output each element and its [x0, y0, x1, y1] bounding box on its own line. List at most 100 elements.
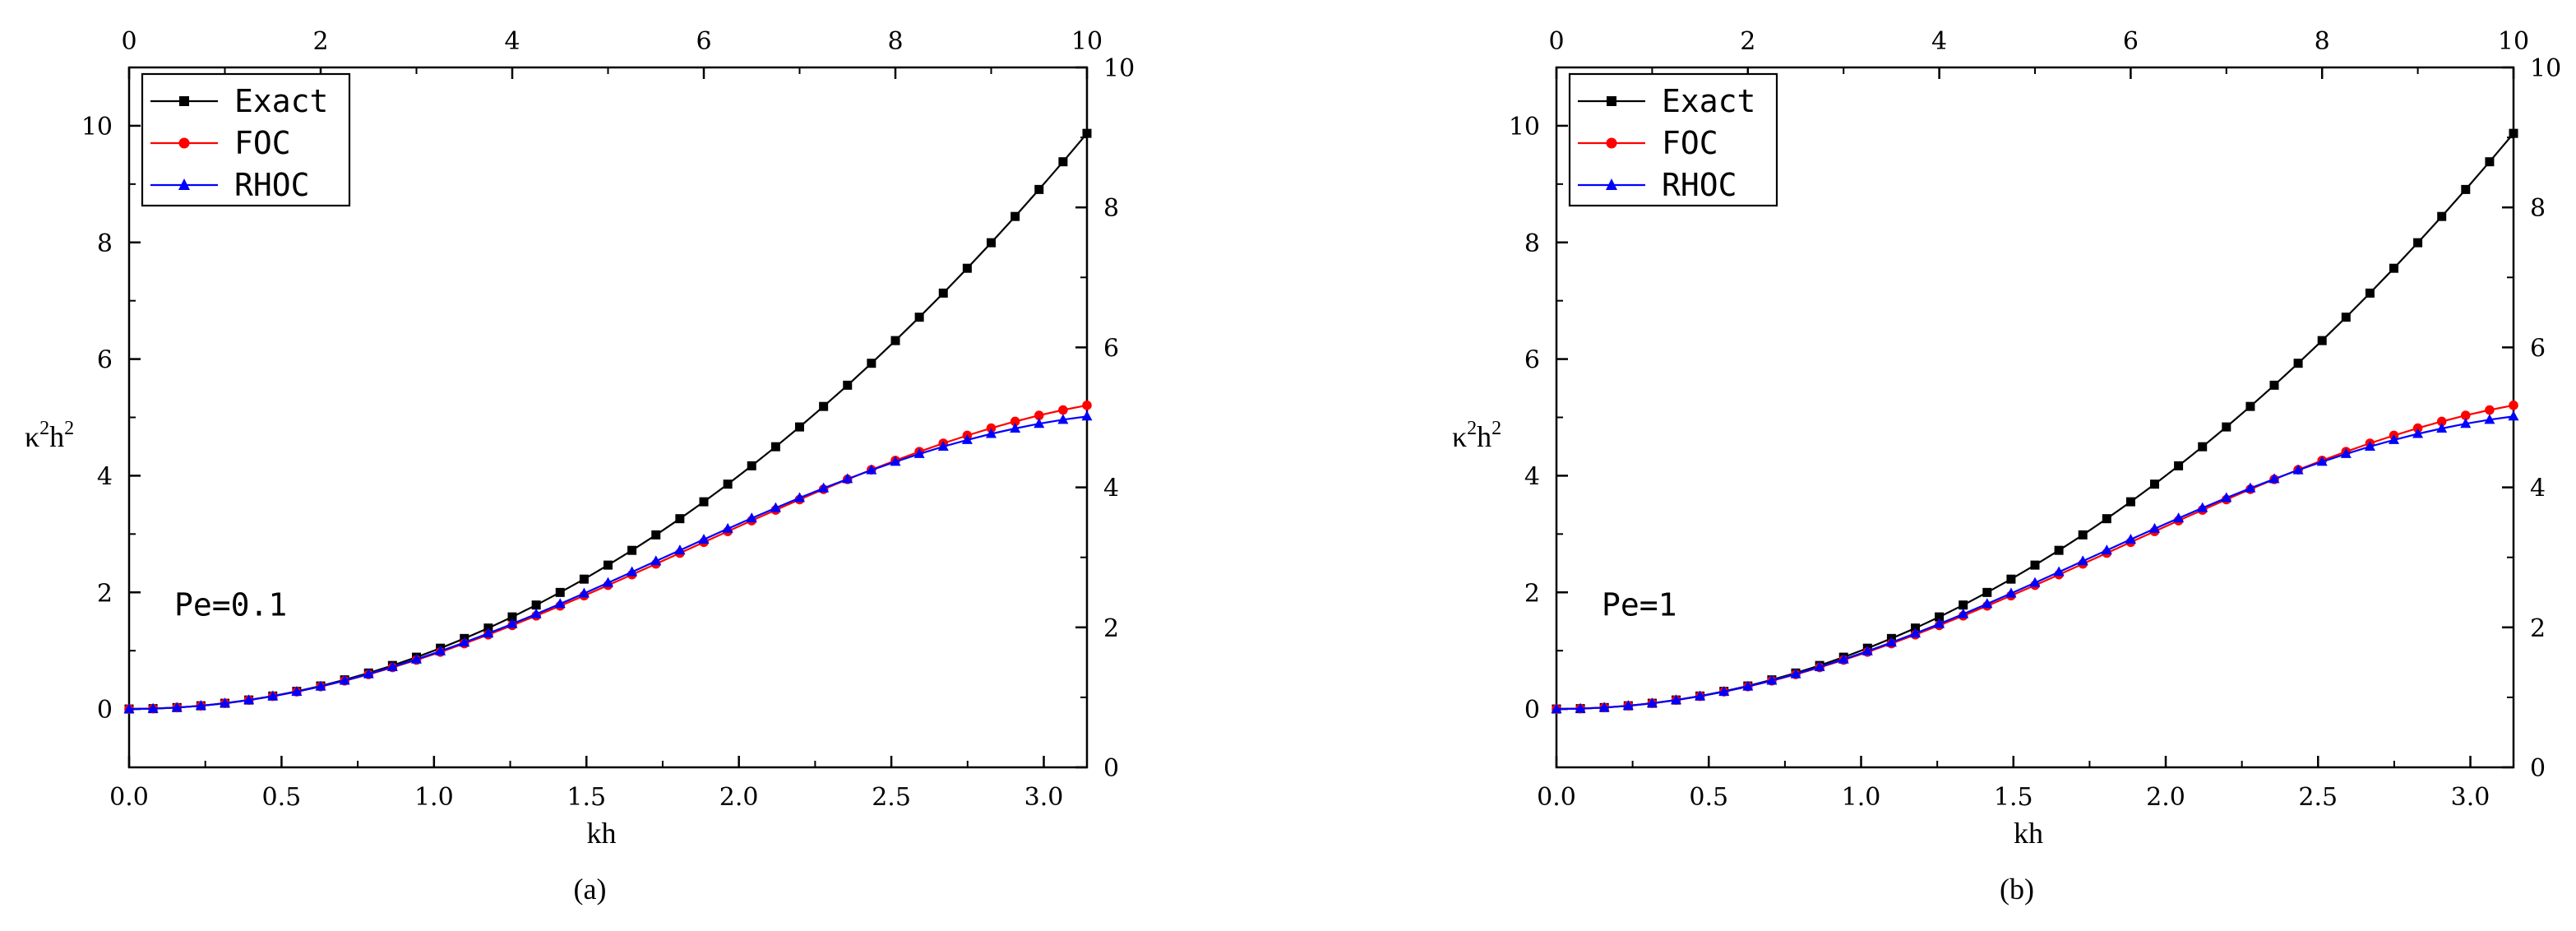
- data-point-rhoc: [339, 674, 350, 685]
- data-point-exact: [770, 442, 780, 452]
- data-point-exact: [2150, 479, 2160, 489]
- right-tick-label: 6: [2530, 334, 2546, 363]
- data-point-rhoc: [1575, 702, 1586, 713]
- x-tick-label: 0.5: [262, 783, 302, 812]
- y-tick-label: 8: [97, 229, 113, 258]
- y-axis-title: κ2h2: [25, 418, 74, 453]
- data-point-rhoc: [1910, 628, 1922, 638]
- x-tick-label: 3.0: [1024, 783, 1064, 812]
- x-tick-label: 2.0: [2146, 783, 2185, 812]
- data-point-exact: [2293, 359, 2303, 368]
- data-point-rhoc: [2029, 577, 2041, 587]
- data-point-rhoc: [1958, 608, 1969, 618]
- legend-label: RHOC: [234, 167, 310, 203]
- legend-marker-square: [179, 96, 189, 106]
- x-tick-label: 2.0: [719, 783, 759, 812]
- data-point-exact: [890, 336, 900, 345]
- data-point-rhoc: [1885, 637, 1897, 647]
- data-point-foc: [2509, 401, 2518, 410]
- data-point-rhoc: [123, 703, 135, 714]
- data-point-rhoc: [1790, 668, 1801, 679]
- y-tick-label: 6: [1524, 346, 1540, 375]
- data-point-rhoc: [1934, 618, 1945, 628]
- data-point-exact: [2030, 560, 2040, 570]
- top-tick-label: 10: [2498, 27, 2529, 56]
- y-tick-label: 4: [1524, 462, 1540, 491]
- data-point-rhoc: [818, 482, 830, 493]
- data-point-rhoc: [411, 653, 423, 664]
- x-tick-label: 2.5: [2298, 783, 2338, 812]
- data-point-exact: [2006, 574, 2016, 584]
- data-point-rhoc: [2484, 414, 2495, 424]
- legend: Exact FOC RHOC: [141, 72, 351, 207]
- data-point-exact: [2389, 263, 2399, 273]
- right-tick-label: 10: [2530, 54, 2561, 83]
- y-tick-label: 0: [97, 696, 113, 725]
- chart-panel-a: 0.0 0.5 1.0 1.5 2.0 2.5 3.0 0 2 4 6 8 10 0 2 4 6 8 10 0 2 4 6 8…: [25, 27, 1135, 906]
- data-point-exact: [1959, 600, 1968, 610]
- right-tick-label: 0: [1103, 754, 1119, 783]
- data-point-exact: [2365, 288, 2375, 298]
- data-point-foc: [2436, 416, 2447, 427]
- data-point-rhoc: [627, 566, 638, 577]
- data-point-foc: [1010, 416, 1020, 427]
- data-point-exact: [2198, 442, 2208, 452]
- x-tick-label: 3.0: [2451, 783, 2490, 812]
- data-point-exact: [2125, 497, 2135, 507]
- data-point-rhoc: [2053, 566, 2065, 577]
- data-point-rhoc: [1695, 690, 1706, 701]
- data-point-rhoc: [650, 555, 662, 566]
- legend-marker-triangle: [1606, 178, 1617, 190]
- right-tick-label: 4: [2530, 475, 2546, 503]
- y-tick-label: 4: [97, 462, 113, 491]
- data-point-exact: [938, 288, 948, 298]
- x-tick-label: 1.5: [1994, 783, 2033, 812]
- data-point-exact: [2437, 211, 2447, 221]
- data-point-rhoc: [2077, 555, 2088, 566]
- data-point-exact: [986, 238, 996, 248]
- data-point-rhoc: [578, 587, 590, 598]
- data-point-foc: [1034, 410, 1044, 420]
- data-point-rhoc: [220, 697, 231, 708]
- data-point-rhoc: [985, 428, 997, 438]
- y-axis-title-part: κ: [1452, 420, 1467, 453]
- data-point-exact: [723, 479, 733, 489]
- data-point-exact: [914, 313, 924, 322]
- data-point-rhoc: [2005, 587, 2017, 598]
- y-tick-label: 6: [97, 346, 113, 375]
- data-point-exact: [651, 530, 661, 540]
- data-point-foc: [1082, 401, 1092, 410]
- y-tick-label: 0: [1524, 696, 1540, 725]
- data-point-rhoc: [2125, 533, 2136, 544]
- data-point-rhoc: [2508, 410, 2519, 421]
- data-point-rhoc: [2149, 522, 2161, 533]
- data-point-exact: [2054, 545, 2064, 555]
- data-point-rhoc: [291, 685, 303, 696]
- legend-marker-square: [1607, 96, 1616, 106]
- data-point-rhoc: [603, 577, 614, 587]
- data-point-rhoc: [1081, 410, 1093, 421]
- data-point-rhoc: [2292, 464, 2304, 475]
- chart-panel-b: 0.0 0.5 1.0 1.5 2.0 2.5 3.0 0 2 4 6 8 10 0 2 4 6 8 10 0 2 4 6 8…: [1452, 27, 2561, 906]
- data-point-rhoc: [1646, 697, 1658, 708]
- data-point-exact: [1082, 128, 1092, 138]
- data-point-rhoc: [2221, 492, 2232, 503]
- top-tick-label: 10: [1071, 27, 1103, 56]
- data-point-rhoc: [530, 608, 542, 618]
- data-point-rhoc: [770, 502, 781, 512]
- y-tick-label: 10: [1509, 113, 1540, 141]
- data-point-exact: [2485, 157, 2495, 167]
- data-point-rhoc: [793, 492, 805, 503]
- x-tick-label: 2.5: [872, 783, 911, 812]
- data-point-rhoc: [363, 668, 374, 679]
- data-point-rhoc: [2460, 418, 2472, 428]
- data-point-rhoc: [1718, 685, 1730, 696]
- data-point-rhoc: [2101, 544, 2112, 555]
- data-point-rhoc: [1766, 674, 1778, 685]
- data-point-exact: [2509, 128, 2518, 138]
- top-tick-label: 6: [696, 27, 711, 56]
- top-tick-label: 8: [2315, 27, 2330, 56]
- data-point-rhoc: [674, 544, 686, 555]
- y-axis-title-part: 2: [1491, 418, 1501, 439]
